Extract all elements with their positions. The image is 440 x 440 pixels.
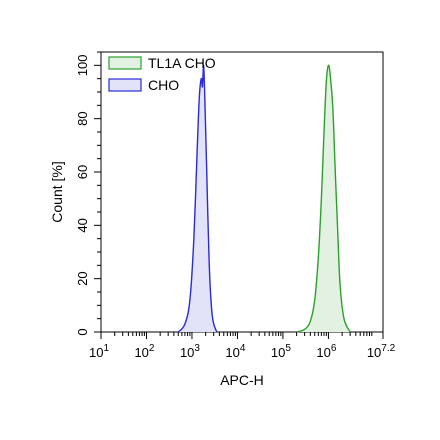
x-axis-title: APC-H: [220, 372, 264, 388]
legend-label-tl1a-cho: TL1A CHO: [148, 55, 216, 71]
y-tick-label: 20: [75, 271, 90, 285]
series-fill-tl1a-cho: [296, 65, 351, 332]
x-axis: 101 102 103 104 105 106 107.2: [89, 332, 396, 360]
x-tick-label: 103: [180, 343, 200, 360]
x-tick-label: 107.2: [367, 343, 396, 360]
x-tick-label: 105: [271, 343, 291, 360]
y-axis: 0 20 40 60 80 100: [75, 51, 101, 336]
series-line-cho: [177, 64, 218, 333]
series-line-tl1a-cho: [296, 64, 351, 333]
y-tick-label: 40: [75, 218, 90, 232]
y-tick-label: 100: [75, 54, 90, 76]
x-tick-label: 101: [89, 343, 109, 360]
x-tick-label: 106: [316, 343, 336, 360]
y-tick-label: 80: [75, 111, 90, 125]
y-tick-label: 0: [75, 328, 90, 335]
legend-label-cho: CHO: [148, 77, 179, 93]
series-layer: [177, 64, 351, 333]
legend-swatch-cho: [108, 78, 142, 92]
series-fill-cho: [178, 65, 217, 332]
y-axis-title: Count [%]: [49, 161, 65, 222]
legend: TL1A CHO CHO: [108, 55, 216, 93]
plot-area: 101 102 103 104 105 106 107.2 0 20 40 60 80 100: [75, 51, 396, 360]
x-tick-label: 104: [225, 343, 245, 360]
y-tick-label: 60: [75, 165, 90, 179]
legend-swatch-tl1a-cho: [108, 56, 142, 70]
x-tick-label: 102: [134, 343, 154, 360]
